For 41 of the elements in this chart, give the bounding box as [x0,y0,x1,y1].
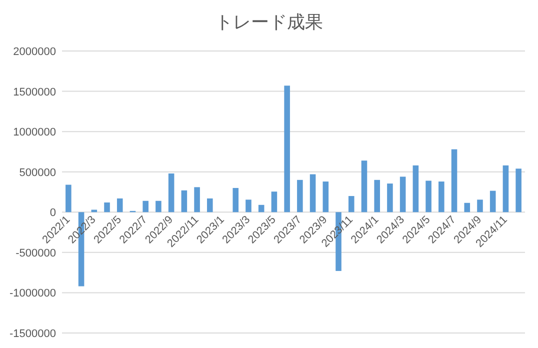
bar [194,187,200,212]
y-tick-label: 1500000 [13,86,56,98]
bar [426,180,432,212]
bar [361,160,368,212]
bar [207,198,213,212]
y-tick-label: 500000 [19,166,56,179]
bar [104,202,110,212]
bar [168,173,174,212]
bar [310,174,316,212]
bar [348,196,354,212]
bar [322,182,329,212]
bar [477,200,483,212]
bar [400,176,406,212]
bar [156,200,162,212]
bar [271,192,278,212]
chart-title: トレード成果 [215,12,323,32]
bar [502,165,509,212]
bar [142,200,148,212]
y-tick-label: -500000 [16,247,56,260]
y-tick-label: -1500000 [10,328,56,340]
bar [412,165,419,212]
y-tick-label: 2000000 [13,46,56,58]
bar [490,190,496,212]
bar [374,180,380,212]
bar [438,182,444,212]
bar [232,188,239,212]
y-tick-label: -1000000 [10,288,56,300]
bar [284,86,290,212]
bar [91,210,98,212]
bar [387,184,393,212]
bar [464,202,470,212]
bar [181,190,188,212]
y-tick-label: 1000000 [13,126,56,139]
bar [246,200,252,212]
y-tick-label: 0 [50,207,56,220]
bar [297,180,303,212]
bar [258,204,264,212]
bar [66,184,72,212]
bar [451,149,458,212]
bar [116,198,123,212]
bar [516,168,522,212]
